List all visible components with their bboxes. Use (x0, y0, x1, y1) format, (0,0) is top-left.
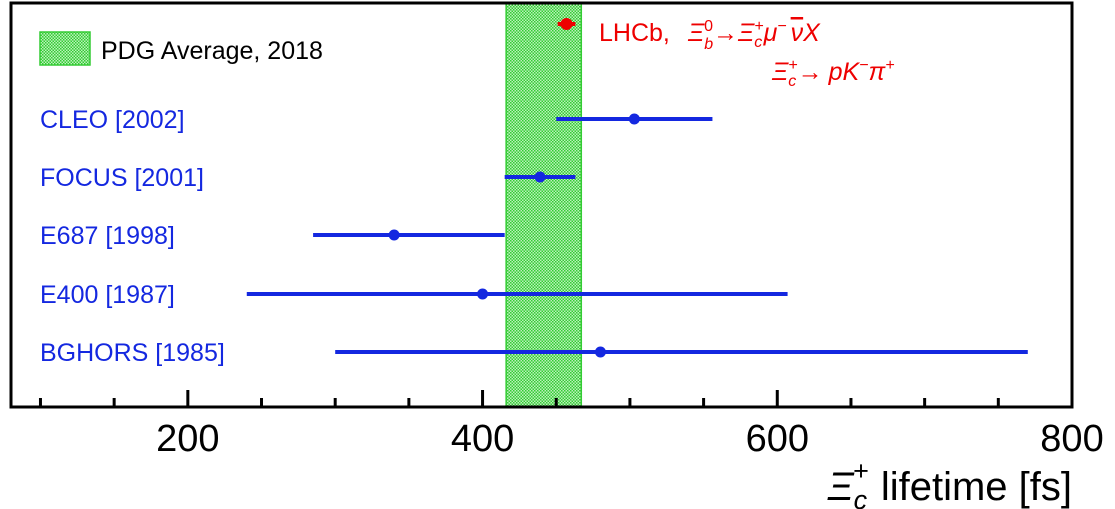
mu-symbol: μ (763, 19, 778, 47)
k-symbol: K (842, 58, 860, 86)
arrow-2: → (798, 58, 823, 86)
x-axis-symbol: Ξ (827, 465, 855, 509)
pi-sup: + (885, 57, 894, 74)
measurement-label: E400 [1987] (40, 281, 175, 309)
measurement-label: BGHORS [1985] (40, 339, 225, 367)
xi-b-sub: b (704, 36, 713, 53)
measurement-label: FOCUS [2001] (40, 164, 204, 192)
xi-c-sub: c (754, 34, 762, 51)
tick-label: 600 (746, 418, 809, 460)
xi-c-sup: + (754, 18, 763, 35)
mu-sup: − (777, 18, 786, 35)
tick-label: 800 (1040, 418, 1103, 460)
legend-label: PDG Average, 2018 (101, 37, 323, 65)
x-axis-label: Ξc+ lifetime [fs] (827, 456, 1072, 509)
xi-c-symbol-2: Ξ (771, 58, 789, 86)
p-symbol: p (828, 58, 843, 86)
measurement-label: CLEO [2002] (40, 106, 185, 134)
xi-c-symbol: Ξ (737, 19, 755, 47)
lhcb-annotation: LHCb, Ξb0→Ξc+μ− νX Ξc+→ pK−π+ (599, 18, 895, 90)
measurement-label: E687 [1998] (40, 222, 175, 250)
arrow-1: → (713, 19, 738, 47)
measurements-layer (246, 18, 1028, 358)
data-point (534, 171, 546, 183)
pi-symbol: π (869, 58, 887, 86)
tick-label: 200 (156, 418, 219, 460)
x-axis-sub: c (854, 485, 868, 509)
tick-label: 400 (451, 418, 514, 460)
x-symbol: X (802, 19, 821, 47)
pdg-band (505, 2, 583, 408)
xi-b-sup: 0 (704, 18, 713, 35)
lhcb-decay-line1: Ξb0→Ξc+μ− νX (687, 18, 821, 53)
x-axis-title: lifetime [fs] (881, 465, 1072, 509)
data-point (594, 346, 606, 358)
data-point (388, 229, 400, 241)
data-point (628, 113, 640, 125)
lhcb-label: LHCb, (599, 19, 670, 47)
nu-bar-symbol: ν (791, 19, 804, 47)
measurement-labels: CLEO [2002] FOCUS [2001] E687 [1998] E400 [… (40, 106, 225, 367)
legend-swatch (39, 31, 91, 66)
xi-c-sup-2: + (788, 57, 797, 74)
data-point (560, 18, 573, 30)
data-point (477, 288, 489, 300)
lhcb-decay-line2: Ξc+→ pK−π+ (771, 57, 895, 90)
plot-frame (9, 1, 1074, 409)
k-sup: − (859, 57, 868, 74)
x-axis: 200 400 600 800 (38, 390, 1104, 460)
xi-c-sub-2: c (788, 73, 796, 90)
legend: PDG Average, 2018 (39, 31, 323, 66)
x-axis-sup: + (853, 456, 869, 486)
xi-b-symbol: Ξ (687, 19, 705, 47)
pdg-band-layer (505, 2, 583, 408)
